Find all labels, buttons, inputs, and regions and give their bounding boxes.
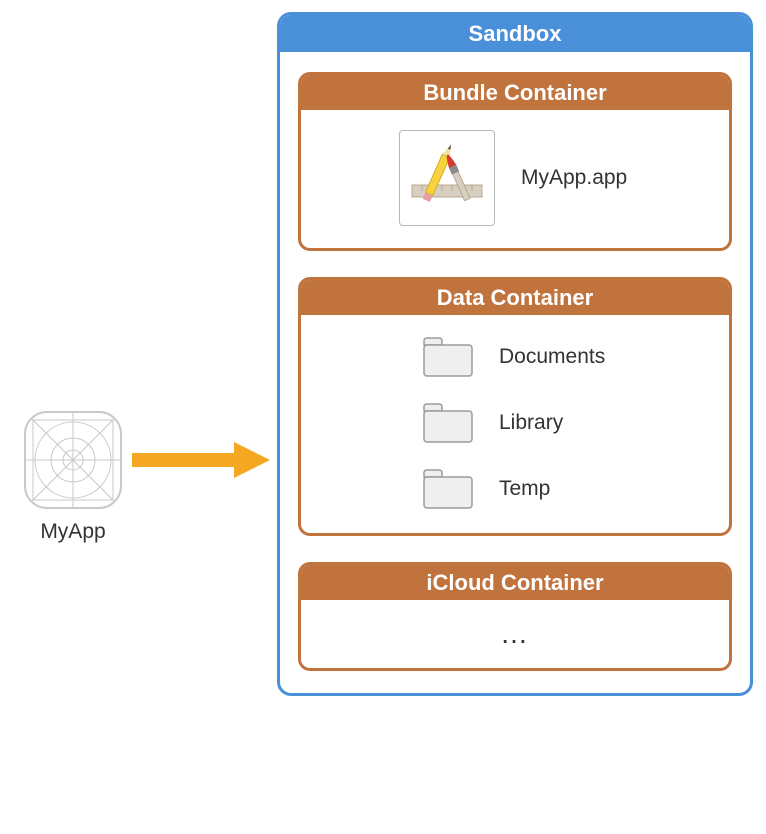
folder-row-library: Library (421, 401, 705, 445)
data-container-title: Data Container (301, 280, 729, 315)
folder-label: Library (499, 411, 563, 435)
icloud-container-title: iCloud Container (301, 565, 729, 600)
folder-label: Documents (499, 345, 605, 369)
folder-icon (421, 401, 475, 445)
folder-icon (421, 467, 475, 511)
data-container: Data Container Documents (298, 277, 732, 536)
sandbox-box: Sandbox Bundle Container (277, 12, 753, 696)
folder-label: Temp (499, 477, 550, 501)
folder-icon (421, 335, 475, 379)
folder-list: Documents Library (325, 335, 705, 511)
app-template-icon (23, 410, 123, 510)
myapp-block: MyApp (18, 410, 128, 544)
app-icon (399, 130, 495, 226)
icloud-ellipsis: … (325, 610, 705, 654)
folder-row-temp: Temp (421, 467, 705, 511)
icloud-container: iCloud Container … (298, 562, 732, 671)
sandbox-title: Sandbox (280, 15, 750, 52)
bundle-app-name: MyApp.app (521, 166, 627, 190)
folder-row-documents: Documents (421, 335, 705, 379)
bundle-container: Bundle Container (298, 72, 732, 251)
bundle-container-title: Bundle Container (301, 75, 729, 110)
myapp-label: MyApp (18, 520, 128, 544)
arrow (130, 440, 270, 480)
sandbox-body: Bundle Container (280, 52, 750, 693)
diagram-canvas: MyApp Sandbox Bundle Container (0, 0, 766, 834)
bundle-row: MyApp.app (325, 130, 705, 226)
